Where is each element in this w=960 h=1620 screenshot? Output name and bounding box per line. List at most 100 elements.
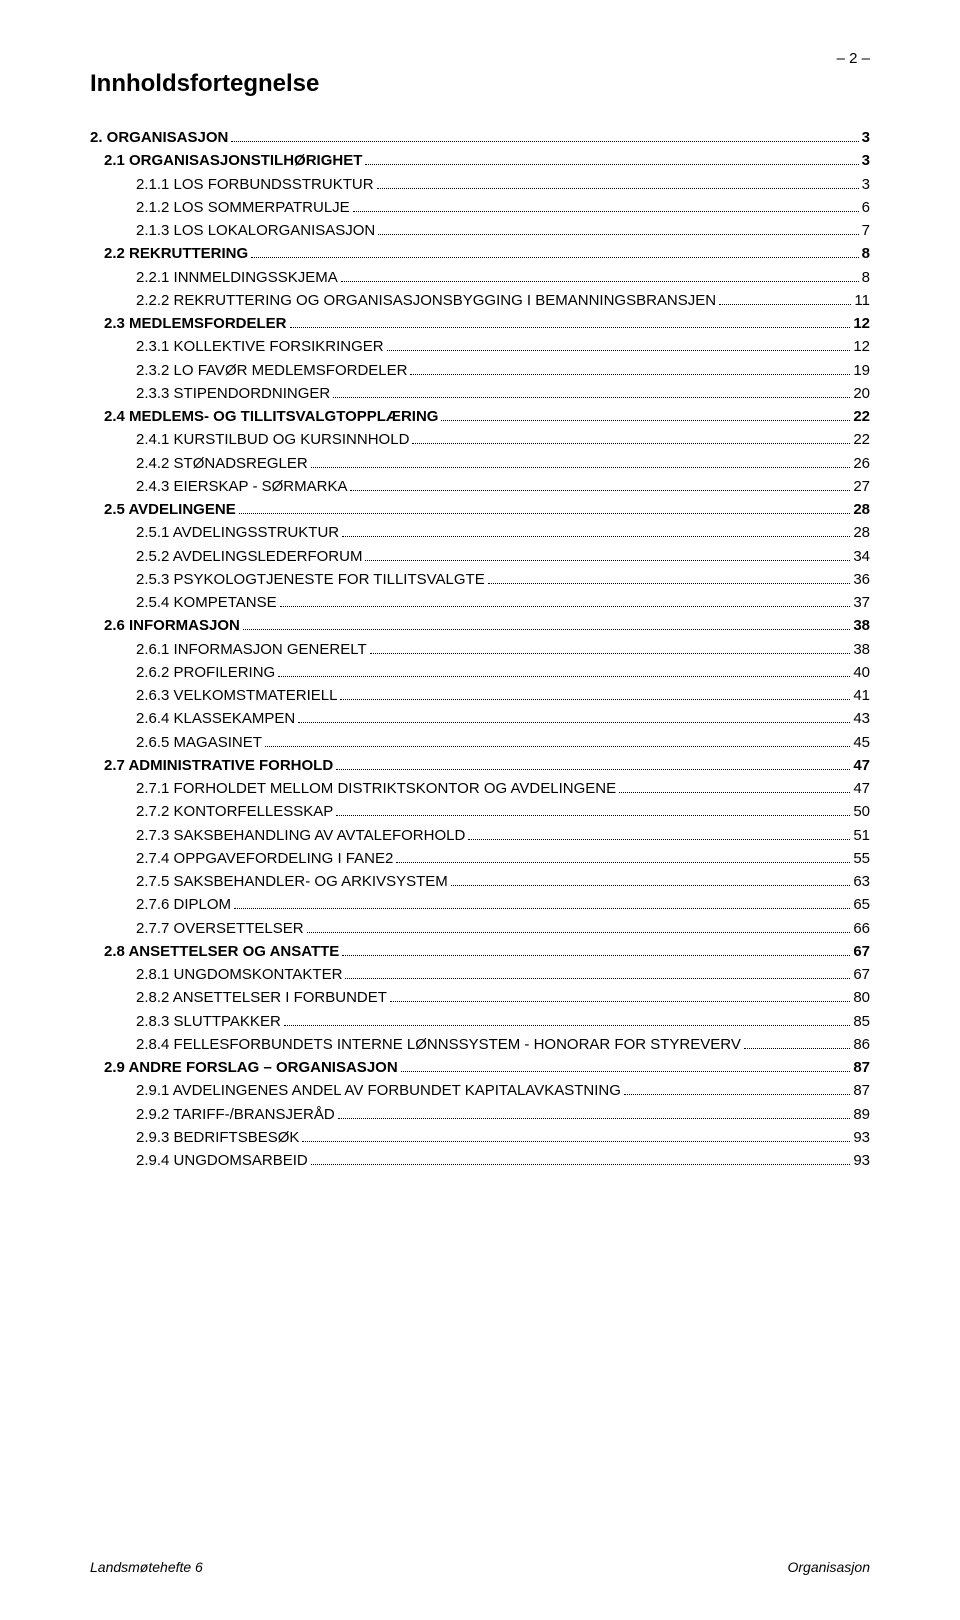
toc-leader-dots bbox=[451, 885, 851, 886]
toc-leader-dots bbox=[410, 374, 850, 375]
toc-leader-dots bbox=[298, 722, 850, 723]
toc-entry: 2.3.3 STIPENDORDNINGER20 bbox=[136, 382, 870, 405]
toc-entry-label: 2.9.1 AVDELINGENES ANDEL AV FORBUNDET KA… bbox=[136, 1079, 621, 1102]
toc-entry-page: 85 bbox=[853, 1010, 870, 1033]
toc-entry-label: 2.7.7 OVERSETTELSER bbox=[136, 917, 304, 940]
toc-entry-label: 2.6 INFORMASJON bbox=[104, 614, 240, 637]
toc-entry-label: 2.4 MEDLEMS- OG TILLITSVALGTOPPLÆRING bbox=[104, 405, 438, 428]
toc-entry: 2.7.7 OVERSETTELSER 66 bbox=[136, 917, 870, 940]
toc-entry: 2.3 MEDLEMSFORDELER 12 bbox=[104, 312, 870, 335]
toc-entry-page: 12 bbox=[853, 312, 870, 335]
toc-entry-page: 66 bbox=[853, 917, 870, 940]
toc-entry: 2.8.4 FELLESFORBUNDETS INTERNE LØNNSSYST… bbox=[136, 1033, 870, 1056]
toc-leader-dots bbox=[387, 350, 851, 351]
toc-leader-dots bbox=[350, 490, 850, 491]
toc-entry-label: 2.9.2 TARIFF-/BRANSJERÅD bbox=[136, 1103, 335, 1126]
toc-entry-label: 2.3 MEDLEMSFORDELER bbox=[104, 312, 287, 335]
toc-entry: 2.7 ADMINISTRATIVE FORHOLD47 bbox=[104, 754, 870, 777]
toc-entry-page: 34 bbox=[853, 545, 870, 568]
toc-entry-label: 2.6.2 PROFILERING bbox=[136, 661, 275, 684]
toc-leader-dots bbox=[342, 955, 850, 956]
toc-entry-label: 2.8.4 FELLESFORBUNDETS INTERNE LØNNSSYST… bbox=[136, 1033, 741, 1056]
toc-entry-label: 2.5.4 KOMPETANSE bbox=[136, 591, 277, 614]
toc-entry: 2.7.3 SAKSBEHANDLING AV AVTALEFORHOLD 51 bbox=[136, 824, 870, 847]
toc-entry-page: 27 bbox=[853, 475, 870, 498]
toc-entry-page: 93 bbox=[853, 1149, 870, 1172]
toc-entry-label: 2.1.3 LOS LOKALORGANISASJON bbox=[136, 219, 375, 242]
toc-entry-page: 20 bbox=[853, 382, 870, 405]
toc-entry: 2.1.2 LOS SOMMERPATRULJE6 bbox=[136, 196, 870, 219]
toc-leader-dots bbox=[378, 234, 858, 235]
toc-entry: 2.1.3 LOS LOKALORGANISASJON7 bbox=[136, 219, 870, 242]
toc-leader-dots bbox=[396, 862, 850, 863]
toc-entry-label: 2.8 ANSETTELSER OG ANSATTE bbox=[104, 940, 339, 963]
toc-entry-page: 50 bbox=[853, 800, 870, 823]
toc-entry: 2.1 ORGANISASJONSTILHØRIGHET3 bbox=[104, 149, 870, 172]
toc-entry-page: 3 bbox=[862, 149, 870, 172]
table-of-contents: 2. ORGANISASJON32.1 ORGANISASJONSTILHØRI… bbox=[90, 126, 870, 1172]
toc-entry: 2.5.4 KOMPETANSE 37 bbox=[136, 591, 870, 614]
toc-entry-page: 37 bbox=[853, 591, 870, 614]
toc-entry-label: 2.4.2 STØNADSREGLER bbox=[136, 452, 308, 475]
toc-entry-label: 2.5.3 PSYKOLOGTJENESTE FOR TILLITSVALGTE bbox=[136, 568, 485, 591]
toc-entry: 2.5.2 AVDELINGSLEDERFORUM 34 bbox=[136, 545, 870, 568]
toc-leader-dots bbox=[280, 606, 851, 607]
toc-entry-page: 43 bbox=[853, 707, 870, 730]
toc-leader-dots bbox=[370, 653, 851, 654]
toc-leader-dots bbox=[377, 188, 859, 189]
toc-entry: 2.7.4 OPPGAVEFORDELING I FANE255 bbox=[136, 847, 870, 870]
toc-entry: 2.3.2 LO FAVØR MEDLEMSFORDELER19 bbox=[136, 359, 870, 382]
toc-leader-dots bbox=[340, 699, 850, 700]
toc-entry: 2.5.3 PSYKOLOGTJENESTE FOR TILLITSVALGTE… bbox=[136, 568, 870, 591]
toc-entry-label: 2.1.2 LOS SOMMERPATRULJE bbox=[136, 196, 350, 219]
toc-entry-label: 2.3.1 KOLLEKTIVE FORSIKRINGER bbox=[136, 335, 384, 358]
toc-entry: 2.7.1 FORHOLDET MELLOM DISTRIKTSKONTOR O… bbox=[136, 777, 870, 800]
toc-entry-page: 87 bbox=[853, 1079, 870, 1102]
toc-leader-dots bbox=[243, 629, 850, 630]
toc-entry-page: 45 bbox=[853, 731, 870, 754]
toc-entry: 2.4.2 STØNADSREGLER 26 bbox=[136, 452, 870, 475]
toc-entry: 2.1.1 LOS FORBUNDSSTRUKTUR3 bbox=[136, 173, 870, 196]
page-title: Innholdsfortegnelse bbox=[90, 70, 870, 98]
footer-right: Organisasjon bbox=[788, 1559, 871, 1575]
toc-entry-label: 2.4.1 KURSTILBUD OG KURSINNHOLD bbox=[136, 428, 409, 451]
toc-entry: 2.4.1 KURSTILBUD OG KURSINNHOLD22 bbox=[136, 428, 870, 451]
toc-entry-page: 47 bbox=[853, 754, 870, 777]
toc-entry-label: 2.8.3 SLUTTPAKKER bbox=[136, 1010, 281, 1033]
toc-entry-label: 2.9 ANDRE FORSLAG – ORGANISASJON bbox=[104, 1056, 398, 1079]
toc-entry: 2.2.2 REKRUTTERING OG ORGANISASJONSBYGGI… bbox=[136, 289, 870, 312]
toc-leader-dots bbox=[488, 583, 851, 584]
toc-entry-label: 2.7.5 SAKSBEHANDLER- OG ARKIVSYSTEM bbox=[136, 870, 448, 893]
toc-entry-page: 51 bbox=[853, 824, 870, 847]
toc-entry: 2.6.3 VELKOMSTMATERIELL41 bbox=[136, 684, 870, 707]
toc-leader-dots bbox=[624, 1094, 850, 1095]
toc-entry-page: 26 bbox=[853, 452, 870, 475]
toc-leader-dots bbox=[342, 536, 850, 537]
toc-entry-page: 8 bbox=[862, 266, 870, 289]
toc-entry: 2.6.2 PROFILERING40 bbox=[136, 661, 870, 684]
toc-entry-label: 2.7.1 FORHOLDET MELLOM DISTRIKTSKONTOR O… bbox=[136, 777, 616, 800]
toc-entry-label: 2.7.3 SAKSBEHANDLING AV AVTALEFORHOLD bbox=[136, 824, 465, 847]
toc-entry-label: 2.2.2 REKRUTTERING OG ORGANISASJONSBYGGI… bbox=[136, 289, 716, 312]
toc-entry-page: 93 bbox=[853, 1126, 870, 1149]
toc-entry-label: 2.7.2 KONTORFELLESSKAP bbox=[136, 800, 333, 823]
toc-entry: 2. ORGANISASJON3 bbox=[90, 126, 870, 149]
toc-entry-label: 2.5.2 AVDELINGSLEDERFORUM bbox=[136, 545, 362, 568]
toc-entry: 2.9.1 AVDELINGENES ANDEL AV FORBUNDET KA… bbox=[136, 1079, 870, 1102]
toc-leader-dots bbox=[345, 978, 850, 979]
toc-entry-page: 28 bbox=[853, 521, 870, 544]
toc-leader-dots bbox=[336, 769, 850, 770]
toc-leader-dots bbox=[365, 560, 850, 561]
toc-entry: 2.8 ANSETTELSER OG ANSATTE67 bbox=[104, 940, 870, 963]
toc-entry: 2.6.4 KLASSEKAMPEN43 bbox=[136, 707, 870, 730]
toc-entry: 2.4.3 EIERSKAP - SØRMARKA 27 bbox=[136, 475, 870, 498]
toc-leader-dots bbox=[278, 676, 850, 677]
toc-leader-dots bbox=[311, 1164, 851, 1165]
toc-entry-label: 2.8.1 UNGDOMSKONTAKTER bbox=[136, 963, 342, 986]
toc-entry-label: 2.4.3 EIERSKAP - SØRMARKA bbox=[136, 475, 347, 498]
toc-leader-dots bbox=[234, 908, 850, 909]
toc-entry: 2.7.5 SAKSBEHANDLER- OG ARKIVSYSTEM63 bbox=[136, 870, 870, 893]
toc-entry-page: 41 bbox=[853, 684, 870, 707]
toc-entry-page: 3 bbox=[862, 173, 870, 196]
toc-leader-dots bbox=[468, 839, 850, 840]
